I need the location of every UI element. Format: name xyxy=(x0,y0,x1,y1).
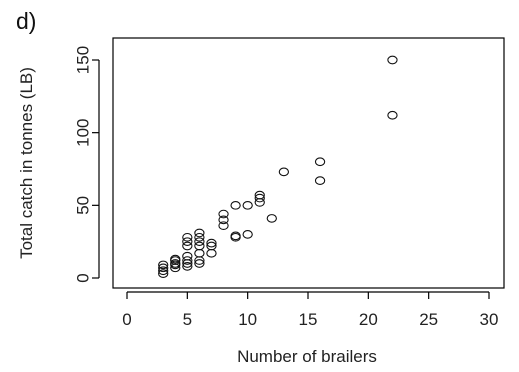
data-point xyxy=(158,263,169,273)
x-tick-label: 0 xyxy=(122,310,131,329)
data-point xyxy=(194,232,205,242)
data-point xyxy=(194,259,205,268)
data-point xyxy=(182,232,193,242)
panel-label: d) xyxy=(16,8,37,34)
data-point xyxy=(230,231,241,241)
x-tick-label: 15 xyxy=(299,310,318,329)
y-tick-label: 50 xyxy=(74,196,93,215)
data-point xyxy=(218,221,229,231)
data-point xyxy=(206,238,217,248)
data-point xyxy=(254,193,265,203)
data-point xyxy=(182,237,193,247)
data-point xyxy=(387,55,398,65)
data-point xyxy=(218,209,229,219)
x-axis: 0 5 10 15 20 25 30 xyxy=(122,291,499,329)
x-tick-label: 20 xyxy=(359,310,378,329)
data-point xyxy=(194,248,205,258)
x-tick-label: 25 xyxy=(419,310,438,329)
data-point xyxy=(206,241,217,251)
data-point xyxy=(170,254,181,264)
data-point xyxy=(278,167,290,177)
data-points xyxy=(158,55,398,278)
data-point xyxy=(206,248,217,258)
data-point xyxy=(194,241,205,251)
x-tick-label: 5 xyxy=(183,310,192,329)
data-point xyxy=(387,110,398,120)
data-point xyxy=(242,200,253,210)
y-axis-title: Total catch in tonnes (LB) xyxy=(17,67,36,259)
data-point xyxy=(254,198,265,207)
x-tick-label: 30 xyxy=(480,310,499,329)
x-tick-label: 10 xyxy=(238,310,257,329)
y-axis: 0 50 100 150 xyxy=(74,46,100,283)
data-point xyxy=(314,157,326,167)
data-point xyxy=(194,228,205,238)
data-point xyxy=(170,259,181,268)
data-point xyxy=(266,214,277,223)
data-point xyxy=(182,241,193,251)
plot-frame xyxy=(112,37,505,289)
data-point xyxy=(158,260,169,270)
data-point xyxy=(218,215,229,225)
data-point xyxy=(182,251,193,261)
y-tick-label: 0 xyxy=(74,273,93,282)
data-point xyxy=(158,269,169,278)
data-point xyxy=(314,176,326,185)
data-point xyxy=(158,266,169,276)
data-point xyxy=(182,262,193,271)
y-tick-label: 100 xyxy=(74,118,93,146)
x-axis-title: Number of brailers xyxy=(237,347,377,366)
data-point xyxy=(242,230,253,239)
y-tick-label: 150 xyxy=(74,46,93,74)
data-point xyxy=(254,190,265,200)
data-point xyxy=(182,256,193,265)
data-point xyxy=(230,200,241,210)
data-point xyxy=(194,237,205,247)
